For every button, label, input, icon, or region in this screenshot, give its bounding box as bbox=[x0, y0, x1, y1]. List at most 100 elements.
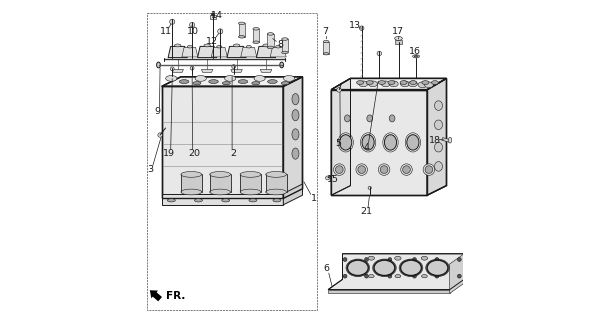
Ellipse shape bbox=[414, 55, 418, 57]
Ellipse shape bbox=[292, 93, 299, 105]
Text: 15: 15 bbox=[327, 175, 339, 184]
Polygon shape bbox=[182, 47, 198, 57]
Ellipse shape bbox=[181, 172, 201, 177]
Ellipse shape bbox=[234, 44, 240, 47]
Ellipse shape bbox=[168, 199, 175, 202]
Circle shape bbox=[169, 19, 175, 24]
Circle shape bbox=[365, 274, 368, 278]
Ellipse shape bbox=[413, 55, 420, 58]
Polygon shape bbox=[332, 78, 350, 195]
Ellipse shape bbox=[263, 44, 269, 47]
Polygon shape bbox=[442, 138, 451, 142]
Text: 20: 20 bbox=[188, 149, 200, 158]
Ellipse shape bbox=[210, 172, 231, 177]
Ellipse shape bbox=[339, 135, 352, 150]
Ellipse shape bbox=[194, 199, 203, 202]
Polygon shape bbox=[332, 78, 446, 90]
Ellipse shape bbox=[381, 81, 390, 87]
Circle shape bbox=[413, 274, 416, 278]
Circle shape bbox=[377, 51, 382, 56]
Ellipse shape bbox=[253, 41, 260, 44]
Circle shape bbox=[343, 258, 347, 261]
Ellipse shape bbox=[282, 38, 288, 40]
Polygon shape bbox=[162, 77, 302, 86]
Circle shape bbox=[435, 274, 439, 278]
Polygon shape bbox=[172, 69, 183, 72]
Ellipse shape bbox=[362, 135, 374, 150]
Ellipse shape bbox=[434, 162, 442, 171]
Polygon shape bbox=[198, 46, 217, 58]
Circle shape bbox=[218, 29, 223, 34]
Ellipse shape bbox=[344, 115, 350, 122]
Ellipse shape bbox=[267, 80, 277, 84]
Ellipse shape bbox=[378, 81, 385, 84]
Text: 10: 10 bbox=[187, 28, 198, 36]
Circle shape bbox=[171, 67, 174, 71]
Text: 9: 9 bbox=[155, 108, 161, 116]
Ellipse shape bbox=[366, 81, 373, 84]
Ellipse shape bbox=[422, 275, 427, 278]
Ellipse shape bbox=[421, 256, 428, 260]
Circle shape bbox=[189, 22, 195, 28]
Polygon shape bbox=[168, 46, 188, 58]
Polygon shape bbox=[162, 86, 283, 198]
Text: 8: 8 bbox=[277, 40, 283, 49]
Ellipse shape bbox=[425, 82, 433, 88]
Ellipse shape bbox=[434, 101, 442, 110]
Text: 16: 16 bbox=[408, 47, 420, 56]
Polygon shape bbox=[427, 78, 446, 195]
Text: 2: 2 bbox=[231, 149, 237, 158]
Circle shape bbox=[401, 164, 412, 175]
Polygon shape bbox=[282, 39, 288, 52]
Bar bbox=[240, 174, 261, 192]
Circle shape bbox=[190, 66, 194, 70]
Polygon shape bbox=[342, 254, 464, 259]
Text: 12: 12 bbox=[206, 37, 218, 46]
Ellipse shape bbox=[267, 46, 273, 49]
Polygon shape bbox=[211, 47, 227, 57]
Circle shape bbox=[337, 88, 341, 92]
Text: 19: 19 bbox=[163, 149, 175, 158]
Text: 4: 4 bbox=[364, 143, 370, 152]
Ellipse shape bbox=[217, 45, 222, 48]
Text: 18: 18 bbox=[429, 136, 440, 145]
Ellipse shape bbox=[284, 76, 295, 81]
Ellipse shape bbox=[252, 82, 260, 85]
Ellipse shape bbox=[431, 81, 439, 84]
Ellipse shape bbox=[400, 81, 407, 84]
Ellipse shape bbox=[401, 260, 421, 276]
Polygon shape bbox=[395, 40, 402, 44]
Ellipse shape bbox=[292, 148, 299, 159]
Ellipse shape bbox=[238, 22, 245, 25]
Ellipse shape bbox=[347, 260, 368, 276]
Ellipse shape bbox=[267, 33, 273, 35]
Polygon shape bbox=[283, 184, 302, 205]
Ellipse shape bbox=[204, 44, 211, 47]
Ellipse shape bbox=[273, 199, 281, 202]
Circle shape bbox=[158, 133, 162, 137]
Text: 17: 17 bbox=[392, 28, 404, 36]
Polygon shape bbox=[332, 90, 427, 195]
Ellipse shape bbox=[238, 36, 245, 38]
Ellipse shape bbox=[389, 81, 398, 87]
Bar bbox=[181, 174, 201, 192]
Circle shape bbox=[423, 164, 434, 175]
Ellipse shape bbox=[240, 172, 261, 177]
Bar bbox=[266, 174, 287, 192]
Polygon shape bbox=[231, 69, 243, 72]
Polygon shape bbox=[201, 69, 213, 72]
Circle shape bbox=[232, 65, 235, 68]
Text: 11: 11 bbox=[160, 28, 172, 36]
Text: 6: 6 bbox=[324, 264, 330, 273]
Circle shape bbox=[403, 166, 410, 173]
Polygon shape bbox=[323, 42, 329, 54]
Ellipse shape bbox=[367, 115, 373, 122]
Circle shape bbox=[425, 166, 433, 173]
Ellipse shape bbox=[266, 189, 287, 195]
Polygon shape bbox=[162, 194, 283, 205]
Ellipse shape bbox=[368, 81, 378, 87]
Ellipse shape bbox=[359, 81, 368, 87]
Circle shape bbox=[333, 164, 345, 175]
Ellipse shape bbox=[434, 120, 442, 130]
Ellipse shape bbox=[166, 76, 177, 81]
